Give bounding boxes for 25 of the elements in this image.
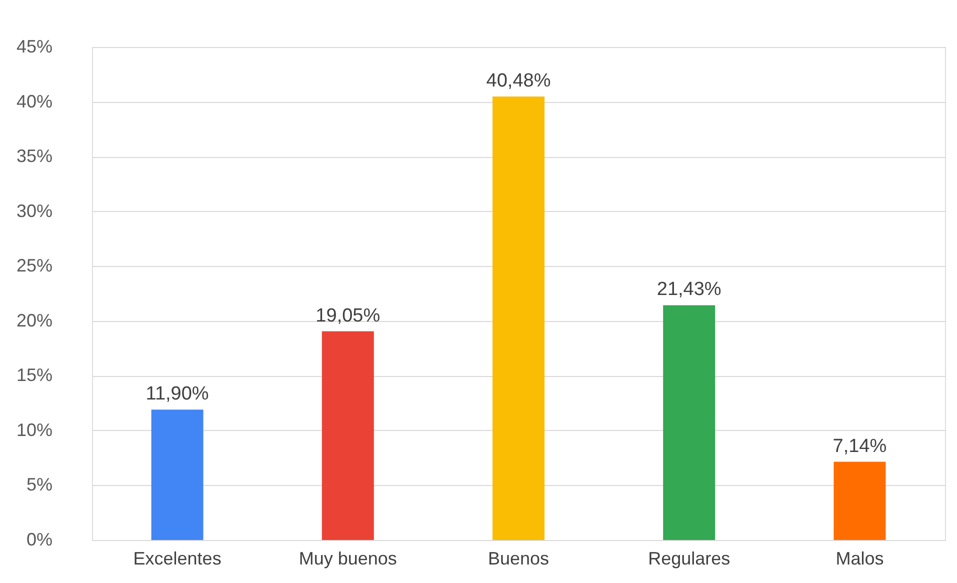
bar <box>834 462 886 540</box>
y-tick-label: 35% <box>16 146 52 166</box>
x-tick-label: Regulares <box>648 548 730 568</box>
bar <box>663 305 716 540</box>
data-label: 21,43% <box>656 279 722 300</box>
data-label: 19,05% <box>316 305 380 326</box>
x-tick-label: Buenos <box>488 548 550 568</box>
y-tick-label: 15% <box>16 365 52 386</box>
y-tick-label: 10% <box>16 420 52 440</box>
y-tick-label: 40% <box>16 91 52 112</box>
y-tick-label: 45% <box>16 36 52 56</box>
x-tick-label: Malos <box>836 548 884 568</box>
data-label: 11,90% <box>146 384 209 405</box>
y-tick-label: 5% <box>26 474 52 495</box>
data-label: 7,14% <box>832 436 887 457</box>
y-tick-label: 30% <box>16 200 52 221</box>
x-tick-label: Muy buenos <box>298 548 397 568</box>
y-tick-label: 25% <box>16 256 52 276</box>
bar <box>151 410 204 540</box>
y-tick-label: 0% <box>26 530 52 550</box>
bar <box>492 96 544 540</box>
x-tick-label: Excelentes <box>133 548 222 568</box>
data-label: 40,48% <box>486 70 551 92</box>
y-tick-label: 20% <box>16 310 52 330</box>
bar <box>322 331 374 540</box>
